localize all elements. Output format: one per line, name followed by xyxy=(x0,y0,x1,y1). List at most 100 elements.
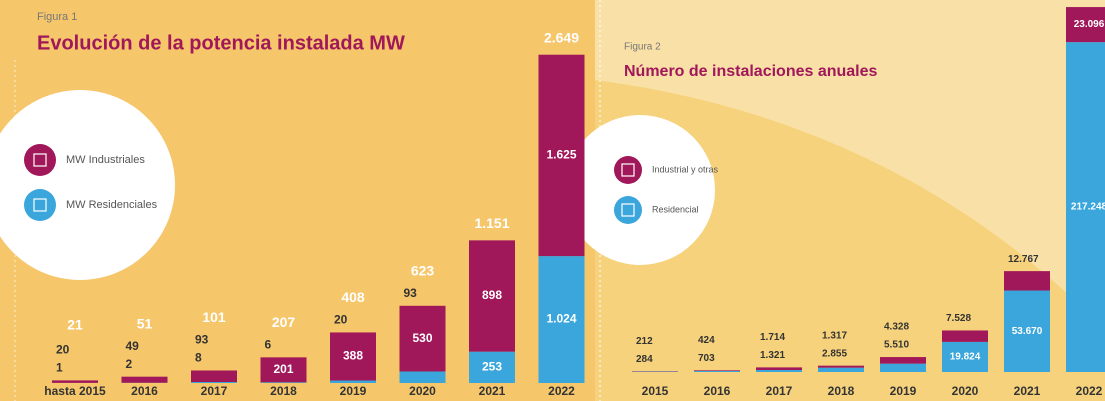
data-label: 93 xyxy=(195,333,209,347)
x-tick-label: 2015 xyxy=(642,384,669,398)
data-label: 388 xyxy=(343,349,363,363)
light-arc xyxy=(595,0,1105,330)
bar-segment xyxy=(538,54,585,257)
data-label: 201 xyxy=(273,362,293,376)
bar-segment xyxy=(942,341,988,372)
legend-label: Industrial y otras xyxy=(652,164,719,174)
legend-icon xyxy=(621,163,635,177)
data-label: 20 xyxy=(334,313,348,327)
chart-title: Evolución de la potencia instalada MW xyxy=(37,32,405,54)
data-label: 424 xyxy=(698,335,715,346)
bar-segment xyxy=(756,369,802,372)
total-label: 623 xyxy=(411,262,435,278)
bar-segment xyxy=(469,351,515,383)
x-tick-label: 2016 xyxy=(131,384,158,398)
data-label: 53.670 xyxy=(1012,326,1043,337)
data-label: 2.855 xyxy=(822,348,847,359)
legend-swatch xyxy=(24,189,56,221)
bar-segment xyxy=(260,357,307,383)
total-label: 101 xyxy=(202,309,226,325)
total-label: 408 xyxy=(341,289,365,305)
data-label: 1.625 xyxy=(546,148,576,162)
legend-icon xyxy=(33,198,47,212)
x-tick-label: 2022 xyxy=(548,384,575,398)
legend-disc xyxy=(565,115,715,265)
bar-segment xyxy=(942,330,988,342)
x-tick-label: 2022 xyxy=(1076,384,1103,398)
legend-disc xyxy=(0,90,175,280)
data-label: 8 xyxy=(195,351,202,365)
bar-segment xyxy=(818,365,864,368)
x-tick-label: 2017 xyxy=(201,384,228,398)
bar-segment xyxy=(121,376,168,383)
data-label: 530 xyxy=(412,331,432,345)
bar-segment xyxy=(260,382,307,383)
legend-label: Residencial xyxy=(652,204,699,214)
data-label: 12.767 xyxy=(1008,254,1039,265)
bar-segment xyxy=(1066,7,1105,43)
data-label: 703 xyxy=(698,353,715,364)
x-tick-label: 2020 xyxy=(952,384,979,398)
total-label: 21 xyxy=(67,317,83,333)
data-label: 23.096 xyxy=(1074,19,1105,30)
bar-segment xyxy=(469,240,515,352)
data-label: 217.248 xyxy=(1071,202,1105,213)
bar-segment xyxy=(191,370,237,383)
total-label: 51 xyxy=(137,315,153,331)
data-label: 49 xyxy=(126,339,140,353)
bar-segment xyxy=(52,380,98,383)
bar-segment xyxy=(1004,290,1050,372)
data-label: 898 xyxy=(482,288,502,302)
data-label: 1.321 xyxy=(760,350,785,361)
data-label: 253 xyxy=(482,359,502,373)
bar-segment xyxy=(1066,42,1105,373)
total-label: 1.151 xyxy=(474,215,509,231)
x-tick-label: 2019 xyxy=(340,384,367,398)
bar-segment xyxy=(330,332,376,381)
bar-segment xyxy=(880,357,926,364)
bar-segment xyxy=(399,371,446,383)
legend-swatch xyxy=(24,144,56,176)
x-tick-label: hasta 2015 xyxy=(44,384,106,398)
x-tick-label: 2019 xyxy=(890,384,917,398)
legend-icon xyxy=(621,203,635,217)
data-label: 6 xyxy=(265,338,272,352)
data-label: 5.510 xyxy=(884,340,909,351)
legend-swatch xyxy=(614,196,642,224)
data-label: 20 xyxy=(56,343,70,357)
x-tick-label: 2021 xyxy=(479,384,506,398)
bar-segment xyxy=(756,367,802,370)
legend-swatch xyxy=(614,156,642,184)
bar-segment xyxy=(694,370,740,371)
chart-title: Número de instalaciones anuales xyxy=(624,63,878,80)
x-tick-label: 2017 xyxy=(766,384,793,398)
total-label: 207 xyxy=(272,314,296,330)
bar-segment xyxy=(330,380,376,383)
data-label: 2 xyxy=(126,357,133,371)
bar-segment xyxy=(538,256,585,383)
data-label: 93 xyxy=(404,286,418,300)
data-label: 1.317 xyxy=(822,330,847,341)
bar-segment xyxy=(191,382,237,383)
bar-segment xyxy=(399,305,446,372)
data-label: 7.528 xyxy=(946,313,971,324)
figure-label: Figura 2 xyxy=(624,42,661,53)
legend-icon xyxy=(33,153,47,167)
data-label: 1.024 xyxy=(546,312,576,326)
x-tick-label: 2016 xyxy=(704,384,731,398)
bar-segment xyxy=(880,363,926,372)
x-tick-label: 2020 xyxy=(409,384,436,398)
legend-label: MW Residenciales xyxy=(66,199,158,211)
x-tick-label: 2018 xyxy=(270,384,297,398)
figure-label: Figura 1 xyxy=(37,11,77,23)
legend-label: MW Industriales xyxy=(66,154,145,166)
bar-segment xyxy=(694,370,740,372)
data-label: 4.328 xyxy=(884,322,909,333)
data-label: 212 xyxy=(636,336,653,347)
data-label: 1.714 xyxy=(760,332,785,343)
x-tick-label: 2018 xyxy=(828,384,855,398)
bar-segment xyxy=(1004,271,1050,291)
total-label: 2.649 xyxy=(544,29,579,45)
data-label: 284 xyxy=(636,354,653,365)
